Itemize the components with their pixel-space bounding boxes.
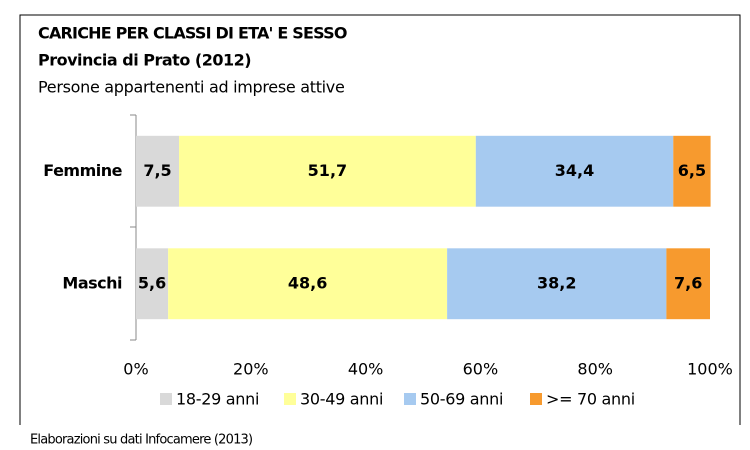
legend-swatch <box>284 393 296 405</box>
category-label: Femmine <box>43 161 122 180</box>
legend-label: 50-69 anni <box>420 390 503 409</box>
x-tick-label: 60% <box>463 360 499 379</box>
bar-segment <box>168 248 448 320</box>
data-label: 51,7 <box>308 161 347 180</box>
data-label: 7,6 <box>674 273 702 292</box>
legend-swatch <box>530 393 542 405</box>
chart-subtitle: Provincia di Prato (2012) <box>38 51 251 70</box>
bar-segment <box>447 248 667 320</box>
bar-segment <box>475 135 674 207</box>
data-label: 34,4 <box>555 161 594 180</box>
x-tick-label: 0% <box>123 360 148 379</box>
chart-title: CARICHE PER CLASSI DI ETA' E SESSO <box>38 24 347 43</box>
x-tick-label: 100% <box>687 360 733 379</box>
legend-swatch <box>404 393 416 405</box>
category-label: Maschi <box>62 273 122 292</box>
data-label: 6,5 <box>678 161 706 180</box>
bar-segment <box>179 135 476 207</box>
bar-segment <box>136 135 180 207</box>
bar-segment <box>136 248 169 320</box>
data-label: 48,6 <box>288 273 327 292</box>
source-note: Elaborazioni su dati Infocamere (2013) <box>30 433 252 448</box>
x-tick-label: 40% <box>348 360 384 379</box>
chart-caption: Persone appartenenti ad imprese attive <box>38 78 345 97</box>
legend-label: >= 70 anni <box>546 390 635 409</box>
legend-label: 18-29 anni <box>176 390 259 409</box>
x-tick-label: 20% <box>233 360 269 379</box>
data-label: 7,5 <box>143 161 171 180</box>
data-label: 5,6 <box>138 273 166 292</box>
data-label: 38,2 <box>537 273 576 292</box>
bar-segment <box>673 135 711 207</box>
legend-swatch <box>160 393 172 405</box>
bar-segment <box>666 248 710 320</box>
x-tick-label: 80% <box>577 360 613 379</box>
legend-label: 30-49 anni <box>300 390 383 409</box>
chart-frame <box>19 14 741 425</box>
